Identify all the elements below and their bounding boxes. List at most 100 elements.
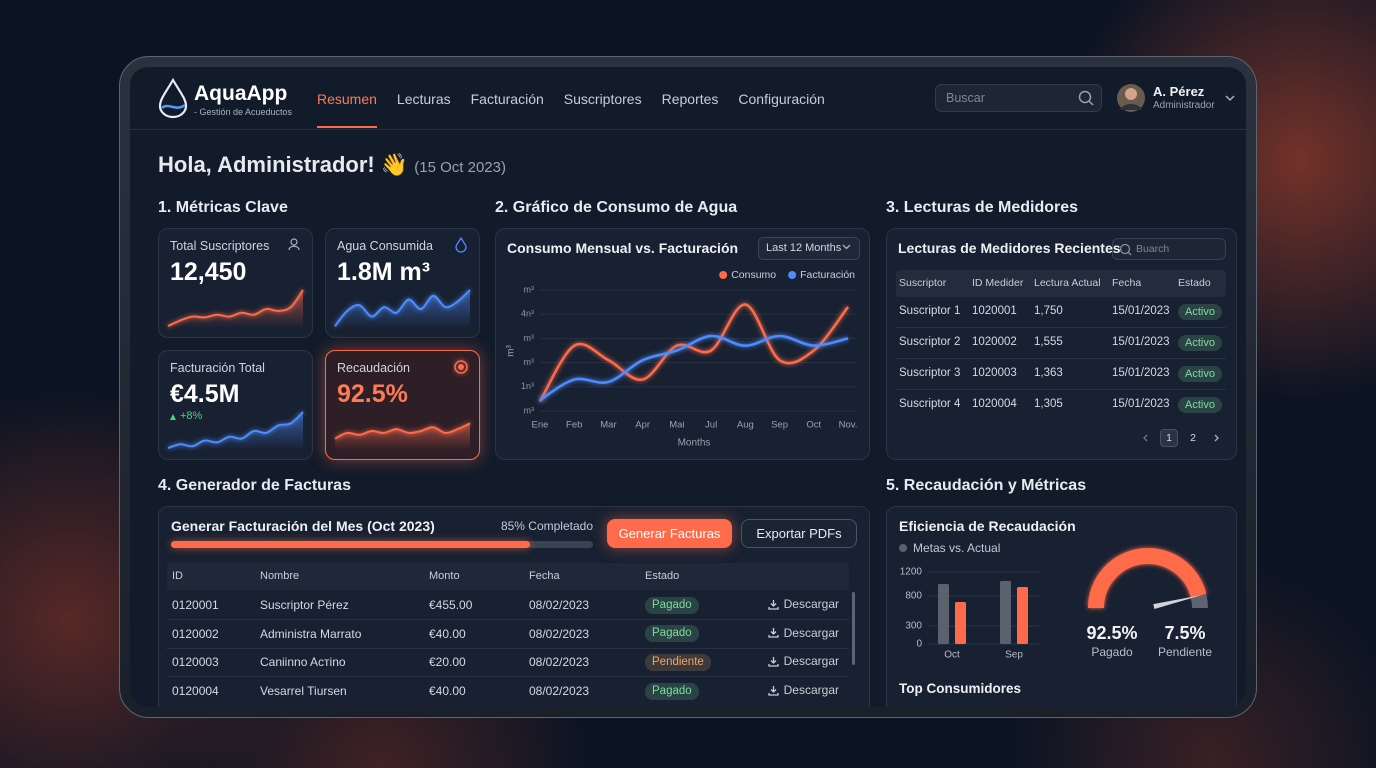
chart-title: Eficiencia de Recaudación [899, 518, 1076, 534]
y-tick-label: 1200 [900, 567, 923, 578]
nav-item[interactable]: Lecturas [396, 91, 451, 107]
gauge-value: 7.5% [1164, 623, 1205, 643]
bar [1000, 581, 1011, 644]
logo-icon [158, 77, 188, 119]
download-glyph [767, 628, 779, 638]
gauge-value: 92.5% [1086, 623, 1137, 643]
metric-value: 1.8M m³ [337, 258, 431, 286]
nav-item[interactable]: Configuración [738, 91, 825, 107]
row-divider [896, 327, 1226, 328]
page-button[interactable]: 1 [1160, 429, 1178, 447]
chart-title: Consumo Mensual vs. Facturación [507, 240, 739, 256]
table-cell: 08/02/2023 [529, 655, 590, 670]
download-link[interactable]: Descargar [740, 627, 839, 639]
generate-button[interactable]: Generar Facturas [607, 519, 732, 548]
sparkline-area [335, 290, 470, 328]
legend-label: Facturación [800, 269, 855, 281]
drop-icon [455, 236, 467, 253]
subsection-title: Top Consumidores [899, 681, 1022, 696]
table-cell: 1020002 [972, 336, 1017, 348]
y-tick-label: 0 [916, 639, 922, 650]
x-tick-label: Nov. [839, 420, 858, 431]
alert-icon [458, 364, 464, 370]
dropdown-chevron [842, 244, 851, 250]
scrollbar[interactable] [852, 592, 855, 665]
table-cell: 1,750 [1034, 305, 1063, 317]
user-name: A. Pérez [1153, 84, 1205, 99]
nav-item[interactable]: Reportes [661, 91, 719, 107]
y-tick-label: m³ [524, 357, 535, 367]
legend-label: Metas vs. Actual [913, 541, 1001, 555]
column-header: Monto [429, 570, 460, 582]
export-button[interactable]: Exportar PDFs [741, 519, 857, 548]
search-box[interactable] [935, 84, 1102, 112]
next-page[interactable] [1214, 434, 1219, 442]
series-line [539, 334, 849, 402]
logo-title: AquaApp [194, 82, 288, 105]
download-label: Descargar [783, 597, 839, 611]
status-badge: Pendiente [645, 653, 711, 671]
column-header: Fecha [1112, 277, 1142, 289]
download-label: Descargar [783, 625, 839, 640]
delta-value: +8% [180, 410, 203, 422]
x-tick-label: Aug [737, 420, 754, 431]
legend-dot [719, 271, 728, 279]
download-icon [767, 599, 779, 610]
status-badge: Activo [1178, 335, 1222, 351]
bar [1017, 587, 1028, 644]
download-icon [767, 628, 779, 638]
row-divider [896, 389, 1226, 390]
prev-page[interactable] [1143, 434, 1148, 442]
x-tick-label: Sep [771, 420, 788, 431]
x-tick-label: Oct [806, 420, 821, 431]
download-link[interactable]: Descargar [740, 655, 839, 667]
user-menu-chevron[interactable] [1225, 95, 1235, 102]
download-link[interactable]: Descargar [740, 598, 839, 610]
period-dropdown[interactable] [758, 237, 860, 260]
status-badge: Pagado [645, 625, 699, 643]
status-badge: Pagado [645, 596, 699, 614]
download-icon [767, 685, 779, 696]
table-cell: 1020001 [972, 305, 1017, 317]
nav-item[interactable]: Facturación [470, 91, 544, 107]
table-cell: 1020003 [972, 367, 1017, 379]
table-header-row [167, 563, 849, 590]
x-tick-label: Oct [944, 650, 960, 661]
column-header: Estado [645, 570, 680, 582]
metric-value: €4.5M [170, 380, 240, 408]
download-glyph [767, 656, 779, 667]
table-cell: Vesarrel Tiursen [260, 684, 347, 699]
page-button[interactable]: 2 [1190, 432, 1196, 444]
metric-value: 92.5% [337, 380, 408, 408]
gauge-segment [1088, 548, 1207, 609]
search-icon [1127, 251, 1132, 256]
x-tick-label: Ene [532, 420, 549, 431]
sparkline [167, 411, 304, 450]
x-axis-label: Months [678, 438, 711, 449]
greeting-title: Hola, Administrador! 👋 [158, 152, 409, 177]
section-title: 1. Métricas Clave [158, 199, 288, 216]
table-cell: 0120004 [172, 684, 219, 699]
metric-label: Agua Consumida [337, 239, 433, 253]
download-link[interactable]: Descargar [740, 684, 839, 696]
column-header: Fecha [529, 570, 560, 582]
download-glyph [767, 599, 779, 610]
nav-item[interactable]: Suscriptores [563, 91, 642, 107]
x-tick-label: Mar [600, 420, 616, 431]
table-cell: Suscriptor 2 [899, 336, 961, 348]
download-label: Descargar [783, 654, 839, 669]
nav-item[interactable]: Resumen [317, 92, 377, 128]
column-header: Suscriptor [899, 277, 947, 289]
sparkline-area [335, 423, 470, 450]
section-title: 3. Lecturas de Medidores [886, 199, 1079, 216]
table-cell: €40.00 [429, 684, 466, 699]
nav: Resumen Lecturas Facturación Suscriptores Re… [317, 92, 825, 128]
search-icon [1119, 243, 1131, 255]
row-divider [167, 676, 849, 678]
series-line [538, 303, 849, 402]
column-header: Nombre [260, 570, 300, 582]
sparkline [167, 289, 304, 328]
sparkline [334, 422, 471, 440]
row-divider [896, 358, 1226, 359]
table-search[interactable] [1112, 238, 1226, 260]
